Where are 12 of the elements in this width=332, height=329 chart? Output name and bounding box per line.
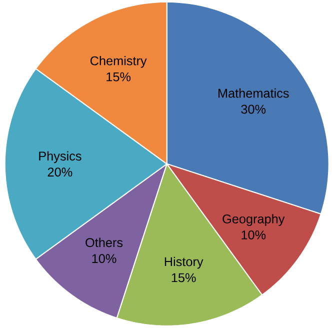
data-label: 20% — [48, 168, 72, 177]
slice-label: Mathematics — [218, 88, 289, 98]
data-label: 15% — [106, 72, 131, 82]
data-label: 10% — [92, 254, 116, 264]
slice-label: Geography — [222, 214, 285, 226]
slice-label: Chemistry — [90, 56, 147, 68]
slice-label: History — [164, 256, 204, 269]
data-label: 15% — [172, 273, 196, 282]
data-label: 30% — [241, 104, 266, 114]
slice-label: Physics — [39, 151, 82, 164]
data-label: 10% — [242, 230, 266, 240]
slice-label: Others — [86, 238, 123, 248]
